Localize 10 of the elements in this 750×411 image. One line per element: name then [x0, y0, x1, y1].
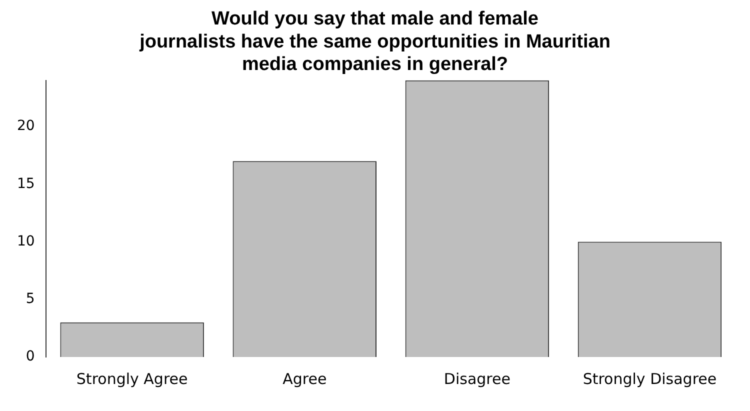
y-tick-label: 10 — [16, 233, 35, 250]
y-tick-label: 5 — [26, 291, 35, 308]
chart-title: Would you say that male and female journalists have the same opportunities in Mauritian media companies in general? — [138, 8, 610, 76]
x-tick-label: Strongly Agree — [76, 370, 188, 388]
y-tick-label: 0 — [26, 348, 35, 365]
y-tick-label: 15 — [16, 176, 35, 192]
x-tick-label: Strongly Disagree — [582, 370, 717, 388]
y-tick-label: 20 — [16, 118, 35, 134]
x-tick-label: Agree — [282, 370, 327, 388]
x-tick-label: Disagree — [444, 370, 510, 388]
